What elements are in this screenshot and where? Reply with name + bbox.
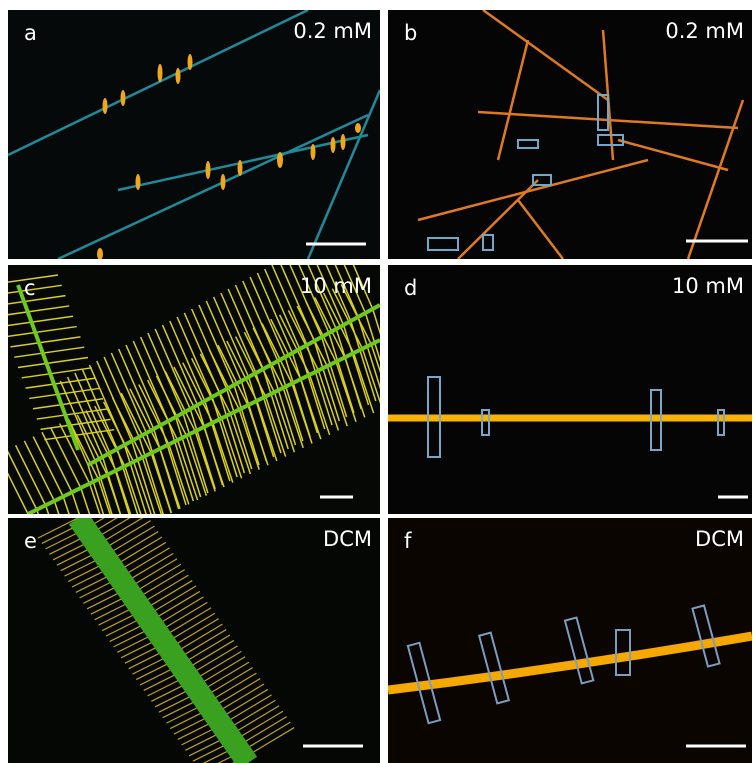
panel-label: e bbox=[24, 529, 37, 553]
panel-d bbox=[388, 265, 752, 514]
condition-label: 0.2 mM bbox=[665, 19, 744, 43]
condition-label: DCM bbox=[323, 527, 372, 551]
panel-a bbox=[8, 10, 380, 260]
panel-label: b bbox=[404, 21, 417, 45]
micrograph bbox=[388, 10, 752, 259]
panel-label: a bbox=[24, 21, 37, 45]
panel-label: f bbox=[404, 529, 412, 553]
panel-label: d bbox=[404, 276, 417, 300]
condition-label: 0.2 mM bbox=[293, 19, 372, 43]
micrograph bbox=[388, 265, 752, 514]
figure: a 0.2 mM b 0.2 mM c 10 mM d 10 mM e DCM f DCM bbox=[0, 0, 753, 763]
panel-label: c bbox=[24, 276, 36, 300]
condition-label: DCM bbox=[695, 527, 744, 551]
panel-b bbox=[388, 10, 752, 259]
condition-label: 10 mM bbox=[300, 274, 372, 298]
panel-f bbox=[388, 518, 752, 763]
condition-label: 10 mM bbox=[672, 274, 744, 298]
